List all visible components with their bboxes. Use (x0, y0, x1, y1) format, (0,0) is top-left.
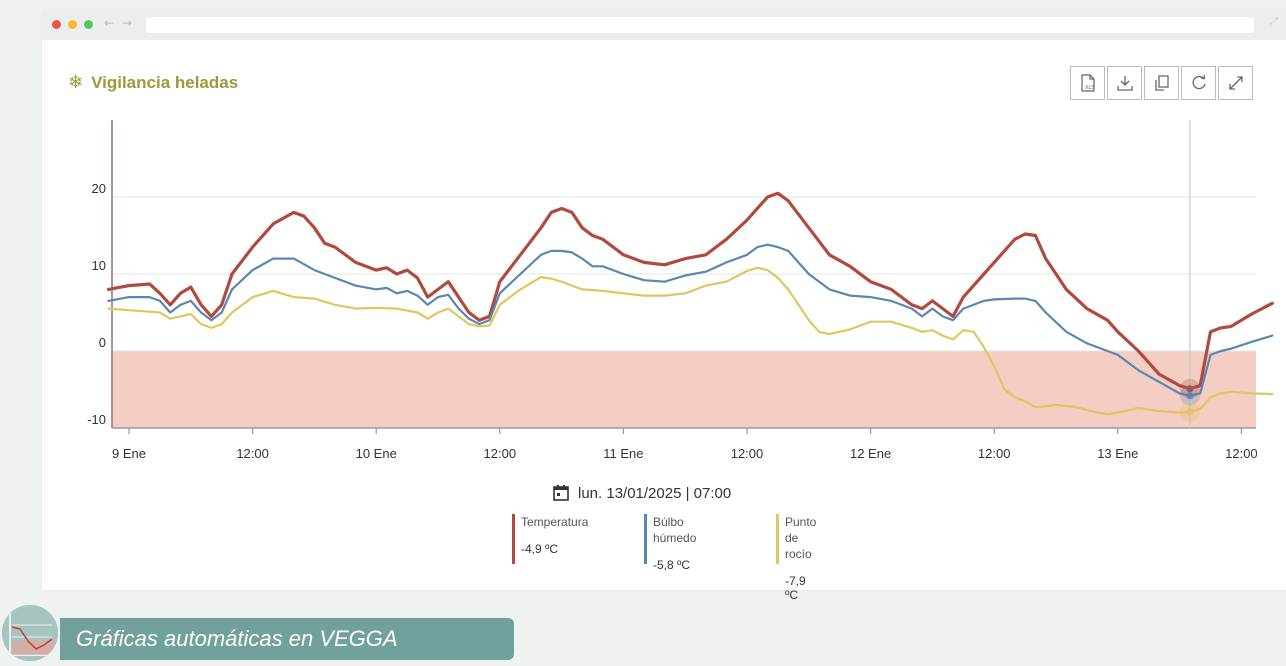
copy-icon (1154, 75, 1169, 91)
legend-series-value: -5,8 ºC (653, 558, 691, 572)
snowflake-icon: ❄ (68, 72, 84, 93)
legend-series-value: -4,9 ºC (521, 542, 559, 556)
caption-banner: Gráficas automáticas en VEGGA (60, 618, 514, 660)
y-tick-label: 10 (92, 258, 106, 273)
maximize-window-dot[interactable] (84, 20, 93, 29)
legend-series-name: Temperatura (521, 515, 589, 529)
fullscreen-button[interactable] (1218, 66, 1253, 100)
hover-marker (1186, 408, 1194, 416)
xls-export-icon: XLS (1080, 74, 1095, 92)
frost-band (112, 351, 1256, 428)
download-icon (1116, 76, 1133, 91)
x-tick-label: 12 Ene (850, 446, 891, 461)
legend-item[interactable]: Temperatura -4,9 ºC (512, 514, 588, 564)
close-window-dot[interactable] (52, 20, 61, 29)
y-tick-label: 0 (99, 335, 106, 350)
x-tick-label: 12:00 (236, 446, 269, 461)
x-tick-label: 12:00 (484, 446, 517, 461)
caption-thumbnail (2, 605, 58, 661)
legend-item[interactable]: Punto de rocío -7,9 ºC (776, 514, 817, 602)
x-tick-label: 12:00 (978, 446, 1011, 461)
browser-toolbar: ← → ⤢ (42, 10, 1286, 40)
frost-chart: -10 0 10 20 9 Ene 12:00 10 Ene 12:00 11 Ene 12:00… (87, 120, 1274, 461)
selected-datetime: lun. 13/01/2025 | 07:00 (552, 484, 731, 502)
arrow-left-icon[interactable]: ← (104, 16, 115, 30)
minimize-window-dot[interactable] (68, 20, 77, 29)
svg-text:XLS: XLS (1085, 85, 1094, 91)
caption-text: Gráficas automáticas en VEGGA (76, 626, 398, 651)
card-title: ❄ Vigilancia heladas (68, 72, 238, 93)
refresh-button[interactable] (1181, 66, 1216, 100)
series-line (107, 266, 1274, 416)
xls-export-button[interactable]: XLS (1070, 66, 1105, 100)
arrow-right-icon[interactable]: → (122, 16, 133, 30)
y-tick-label: -10 (87, 412, 106, 427)
hover-marker (1186, 392, 1194, 400)
fullscreen-icon (1228, 76, 1243, 90)
chart-toolbar: XLS (1070, 66, 1253, 100)
legend-item[interactable]: Búlbo húmedo -5,8 ºC (644, 514, 697, 572)
x-tick-label: 10 Ene (356, 446, 397, 461)
expand-icon[interactable]: ⤢ (1270, 16, 1278, 27)
x-tick-label: 12:00 (1225, 446, 1258, 461)
x-tick-label: 11 Ene (603, 446, 643, 461)
datetime-text: lun. 13/01/2025 | 07:00 (578, 484, 732, 502)
x-tick-label: 9 Ene (112, 446, 146, 461)
hover-marker (1186, 385, 1194, 393)
x-tick-label: 12:00 (731, 446, 764, 461)
series-line (107, 243, 1274, 397)
x-tick-label: 13 Ene (1097, 446, 1138, 461)
chart-thumbnail-icon (2, 605, 58, 661)
address-bar[interactable] (146, 17, 1254, 33)
calendar-icon (553, 485, 569, 501)
card-title-text: Vigilancia heladas (91, 72, 239, 92)
legend-series-value: -7,9 ºC (785, 574, 806, 602)
download-button[interactable] (1107, 66, 1142, 100)
series-line (106, 191, 1274, 391)
legend-series-name: Punto de rocío (785, 515, 817, 561)
y-tick-label: 20 (92, 181, 106, 196)
refresh-icon (1192, 74, 1206, 90)
copy-button[interactable] (1144, 66, 1179, 100)
legend-series-name: Búlbo húmedo (653, 515, 697, 545)
